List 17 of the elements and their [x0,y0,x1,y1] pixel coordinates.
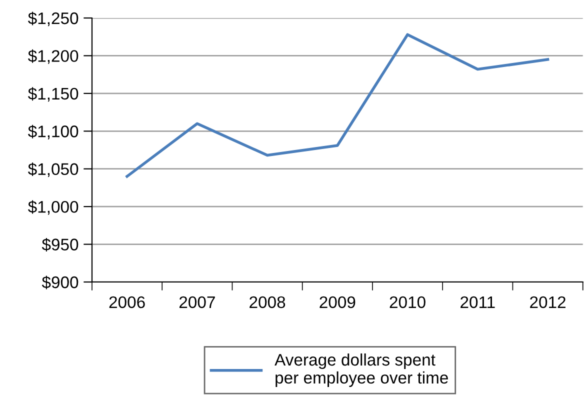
y-tick-label: $1,200 [28,49,78,64]
x-tick-label: 2007 [179,296,215,308]
y-tick-label: $1,050 [28,162,78,178]
y-tick-label: $1,100 [28,124,78,140]
x-tick-label: 2011 [460,296,495,308]
y-tick-label: $950 [42,238,78,252]
x-tick-label: 2010 [390,296,426,308]
x-tick-label: 2008 [250,296,286,308]
y-tick-label: $1,250 [28,12,78,26]
y-tick-label: $900 [42,276,78,290]
x-tick-label: 2009 [320,296,356,308]
legend-label: Average dollars spent per employee over time [274,353,448,387]
y-tick-label: $1,150 [28,87,78,102]
x-tick-label: 2012 [530,296,566,308]
x-tick-label: 2006 [109,296,145,308]
y-tick-label: $1,000 [28,200,78,215]
line-series [126,33,550,178]
